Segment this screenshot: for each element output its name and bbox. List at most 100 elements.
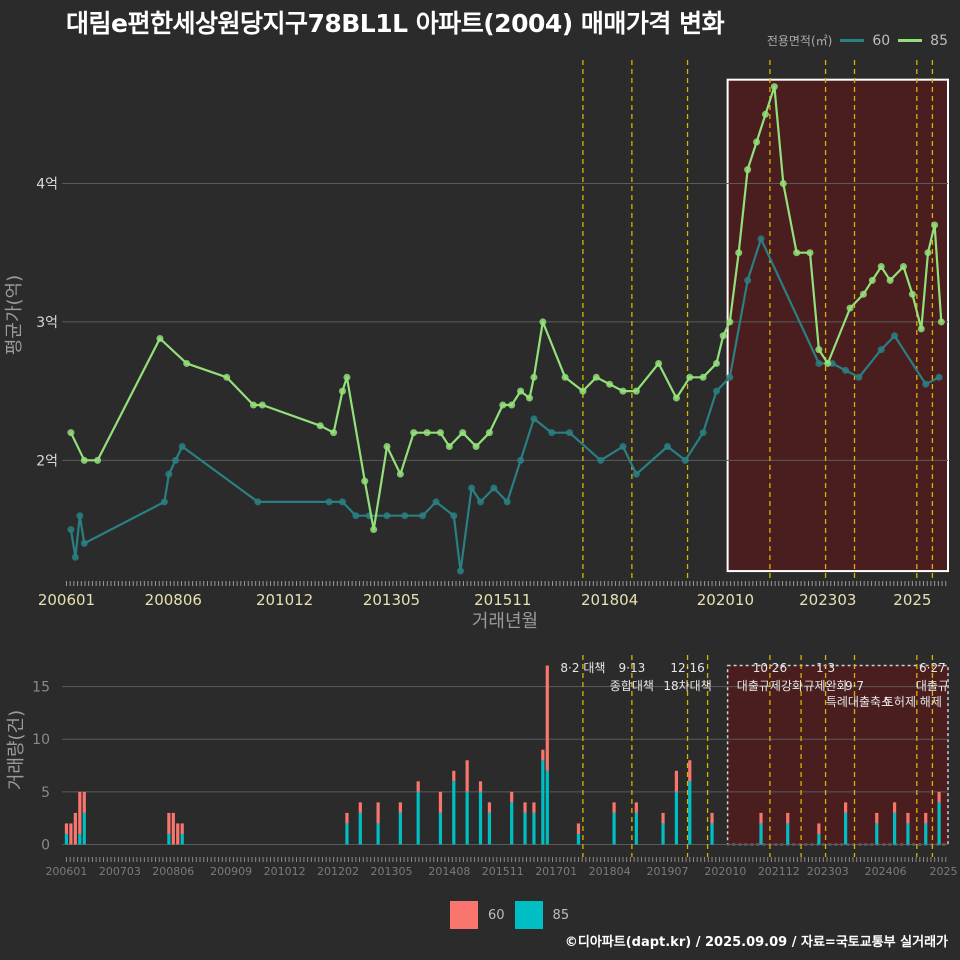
volume-bar-60 [523, 802, 527, 813]
price-point-60 [490, 484, 498, 492]
price-x-tick-6: 202010 [697, 591, 754, 609]
price-point-85 [579, 387, 587, 395]
volume-bar-60 [688, 760, 692, 782]
legend-box-85 [514, 901, 543, 929]
price-point-85 [223, 373, 231, 381]
price-point-60 [338, 498, 346, 506]
volume-bar-85 [576, 833, 581, 845]
volume-annotation-top-4: 1·3 [816, 661, 835, 675]
volume-bar-60 [634, 802, 638, 813]
price-point-85 [606, 380, 614, 388]
volume-y-tick-1: 5 [41, 785, 50, 801]
volume-annotation-bottom-1: 종합대책 [610, 678, 654, 693]
price-x-label: 거래년월 [472, 611, 538, 632]
volume-bar-85 [532, 812, 536, 845]
volume-bar-85 [167, 833, 171, 845]
volume-bar-60 [710, 812, 714, 824]
price-point-60 [757, 235, 765, 243]
price-point-60 [254, 498, 262, 506]
price-point-60 [891, 332, 899, 340]
price-point-85 [937, 318, 945, 326]
price-point-60 [842, 366, 850, 374]
price-point-85 [396, 470, 404, 478]
price-point-60 [935, 373, 943, 381]
price-point-60 [172, 456, 180, 464]
volume-bar-85 [358, 812, 362, 845]
volume-bar-85 [843, 812, 848, 845]
price-point-60 [712, 387, 720, 395]
volume-x-tick-16: 2025 [930, 865, 958, 878]
price-point-85 [343, 373, 351, 381]
volume-bar-60 [906, 812, 910, 824]
volume-bar-85 [661, 823, 665, 845]
volume-bar-60 [176, 823, 180, 845]
price-point-85 [445, 443, 453, 450]
volume-legend: 60 85 [450, 901, 569, 929]
price-point-60 [401, 512, 409, 520]
price-point-85 [877, 263, 885, 271]
price-point-85 [770, 83, 778, 91]
volume-bar-85 [688, 781, 692, 845]
price-point-60 [855, 373, 863, 381]
volume-bar-85 [786, 823, 790, 845]
volume-bar-60 [487, 802, 492, 813]
volume-bar-60 [843, 802, 848, 813]
price-point-85 [592, 373, 600, 381]
volume-y-tick-3: 15 [32, 680, 50, 696]
price-point-60 [566, 429, 574, 437]
volume-bar-60 [73, 812, 77, 845]
volume-x-tick-11: 201907 [647, 865, 689, 878]
volume-bar-85 [478, 791, 483, 845]
price-point-85 [485, 429, 493, 437]
volume-bar-60 [541, 749, 545, 761]
price-point-60 [165, 470, 173, 478]
price-point-85 [699, 373, 707, 381]
volume-bar-85 [541, 760, 545, 845]
price-point-85 [517, 387, 525, 395]
volume-bar-60 [180, 823, 184, 834]
price-point-85 [530, 373, 538, 381]
price-point-85 [249, 401, 257, 409]
price-point-85 [459, 429, 467, 437]
volume-bar-85 [416, 791, 420, 845]
price-point-60 [619, 443, 627, 450]
price-point-60 [432, 498, 440, 506]
volume-bar-85 [875, 823, 879, 845]
legend-swatch-85 [898, 39, 923, 42]
volume-x-tick-3: 200909 [210, 865, 252, 878]
volume-bar-60 [452, 770, 456, 782]
price-point-85 [383, 443, 391, 450]
volume-bar-60 [924, 812, 928, 824]
volume-bar-60 [78, 791, 82, 834]
volume-bar-60 [532, 802, 536, 813]
price-point-60 [178, 443, 186, 450]
price-point-60 [530, 415, 538, 423]
volume-x-tick-9: 201701 [535, 865, 577, 878]
price-point-85 [753, 138, 761, 146]
volume-x-tick-7: 201408 [428, 865, 470, 878]
price-point-85 [917, 325, 925, 333]
price-point-85 [931, 221, 939, 229]
volume-x-tick-2: 200806 [152, 865, 194, 878]
volume-bar-85 [523, 812, 527, 845]
legend-bottom-label-60: 60 [488, 907, 505, 923]
price-point-60 [548, 429, 556, 437]
price-point-85 [632, 387, 640, 395]
volume-annotation-top-3: 10·26 [753, 661, 787, 675]
volume-bar-60 [510, 791, 514, 803]
price-point-85 [686, 373, 694, 381]
price-point-60 [597, 456, 605, 464]
volume-bar-85 [398, 812, 402, 845]
price-point-85 [361, 477, 369, 485]
volume-annotation-bottom-8: 대출규 [916, 679, 949, 693]
price-point-85 [761, 110, 769, 118]
volume-bar-85 [64, 833, 69, 845]
volume-annotation-bottom-5: 9·7 [845, 679, 864, 693]
volume-y-tick-0: 0 [41, 837, 50, 853]
volume-bar-85 [345, 823, 349, 845]
price-point-85 [655, 359, 663, 367]
price-point-60 [456, 567, 464, 575]
price-point-85 [815, 346, 823, 354]
legend-swatch-60 [840, 39, 865, 42]
